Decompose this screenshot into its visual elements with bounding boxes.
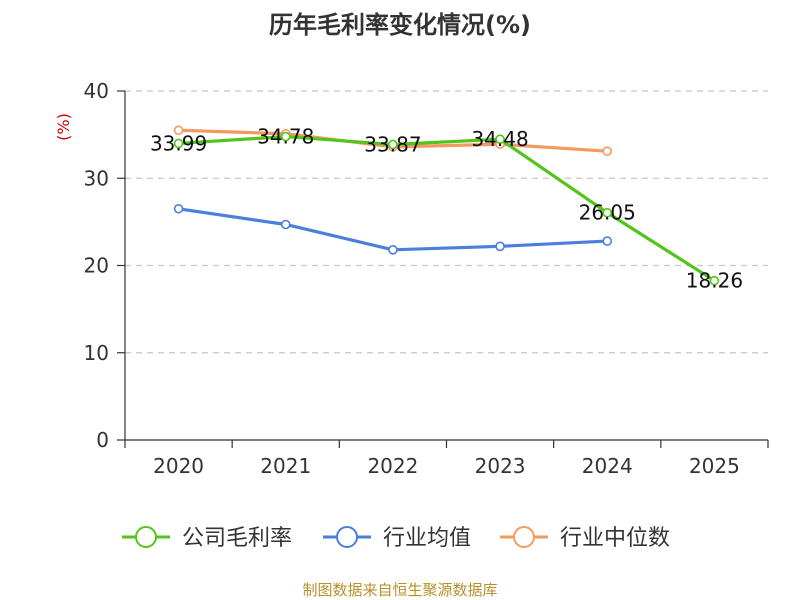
y-tick-label: 10	[84, 341, 109, 365]
x-tick-label: 2020	[153, 454, 204, 478]
data-label: 34.78	[257, 125, 314, 149]
y-tick-label: 0	[96, 428, 109, 452]
chart-title: 历年毛利率变化情况(%)	[269, 11, 531, 39]
legend-item: 公司毛利率	[122, 526, 292, 551]
data-label: 33.99	[150, 131, 207, 155]
legend: 公司毛利率 行业均值 行业中位数	[122, 526, 670, 551]
data-point	[495, 241, 505, 252]
legend-marker	[336, 526, 358, 548]
y-axis-unit: (%)	[54, 113, 73, 141]
y-axis-ticks: 0 10 20 30 40	[84, 79, 125, 452]
data-label: 18.26	[686, 269, 743, 293]
x-tick-label: 2021	[260, 454, 311, 478]
data-point	[602, 236, 613, 246]
y-tick-label: 20	[84, 254, 109, 278]
data-point	[602, 146, 613, 157]
legend-label: 行业中位数	[560, 526, 670, 551]
x-tick-label: 2025	[689, 454, 740, 478]
data-label: 33.87	[364, 132, 421, 156]
legend-label: 公司毛利率	[182, 526, 292, 551]
data-point	[709, 275, 720, 286]
x-tick-label: 2023	[475, 454, 526, 478]
data-point	[173, 125, 184, 136]
legend-label: 行业均值	[383, 526, 471, 551]
series-0	[173, 131, 720, 286]
x-tick-label: 2022	[367, 454, 418, 478]
series-layer	[173, 125, 720, 286]
data-labels: 33.99 34.78 33.87 34.48 26.05 18.26	[150, 125, 743, 293]
data-point	[280, 219, 291, 230]
gridlines	[125, 90, 768, 354]
data-label: 34.48	[471, 127, 528, 151]
y-tick-label: 40	[84, 79, 109, 103]
data-label: 26.05	[579, 201, 636, 225]
y-tick-label: 30	[84, 166, 109, 190]
series-line	[178, 207, 608, 252]
legend-marker	[135, 526, 157, 548]
data-point	[602, 207, 613, 218]
x-axis-ticks: 2020 2021 2022 2023 2024 2025	[124, 440, 769, 478]
x-tick-label: 2024	[582, 454, 633, 478]
data-point	[388, 139, 398, 150]
data-point	[173, 138, 184, 149]
data-point	[280, 131, 291, 142]
data-point	[388, 244, 398, 255]
legend-item: 行业均值	[323, 526, 471, 551]
data-point	[173, 203, 184, 214]
source-note: 制图数据来自恒生聚源数据库	[302, 581, 497, 599]
series-line	[178, 134, 716, 283]
legend-item: 行业中位数	[500, 526, 670, 551]
series-1	[173, 203, 613, 255]
data-point	[495, 134, 505, 144]
legend-marker	[513, 526, 535, 548]
